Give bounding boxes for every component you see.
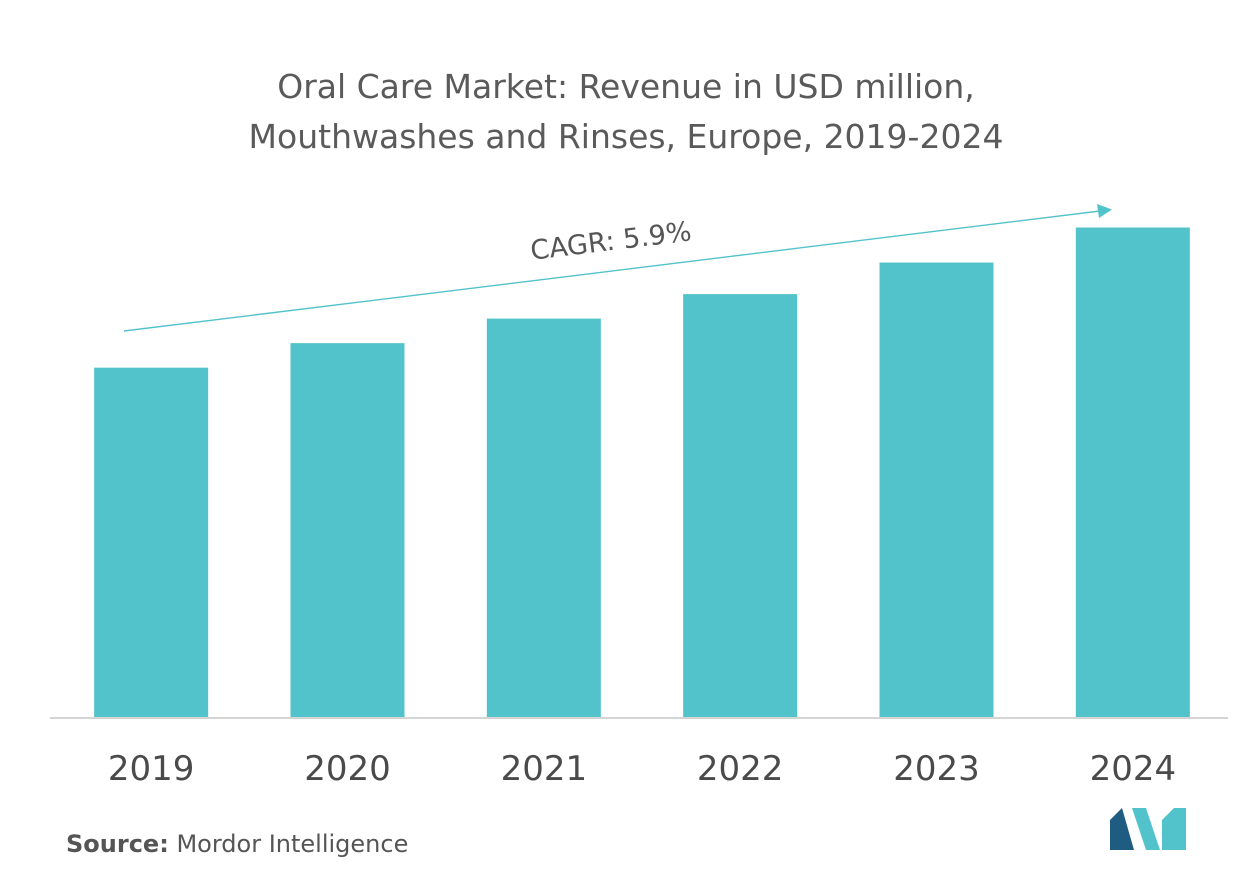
x-tick-label-2019: 2019 [108, 749, 195, 789]
logo-shape-left [1110, 808, 1134, 850]
logo-shape-middle [1132, 808, 1160, 850]
bars-group [94, 227, 1190, 718]
x-tick-label-2020: 2020 [304, 749, 391, 789]
x-tick-label-2022: 2022 [697, 749, 784, 789]
cagr-arrow-line [123, 210, 1101, 332]
bar-2019 [94, 367, 209, 718]
x-tick-label-2023: 2023 [893, 749, 980, 789]
chart-title-line-2: Mouthwashes and Rinses, Europe, 2019-202… [248, 117, 1004, 156]
mordor-intelligence-logo-icon [1110, 808, 1186, 850]
bar-2022 [683, 294, 798, 718]
x-tick-labels: 2019 2020 2021 2022 2023 2024 [108, 749, 1176, 789]
bar-2021 [486, 318, 601, 718]
source-note: Source: Mordor Intelligence [66, 830, 408, 858]
bar-2020 [290, 343, 405, 718]
chart-title-line-1: Oral Care Market: Revenue in USD million… [277, 67, 975, 106]
bar-2024 [1075, 227, 1190, 718]
source-text: Mordor Intelligence [176, 830, 409, 858]
x-tick-label-2024: 2024 [1090, 749, 1177, 789]
chart-title: Oral Care Market: Revenue in USD million… [0, 62, 1252, 162]
x-tick-label-2021: 2021 [501, 749, 588, 789]
logo-shape-right [1162, 808, 1186, 850]
cagr-arrow-head [1097, 204, 1112, 218]
cagr-label: CAGR: 5.9% [529, 216, 694, 267]
bar-2023 [879, 262, 994, 718]
source-label: Source: [66, 830, 169, 858]
